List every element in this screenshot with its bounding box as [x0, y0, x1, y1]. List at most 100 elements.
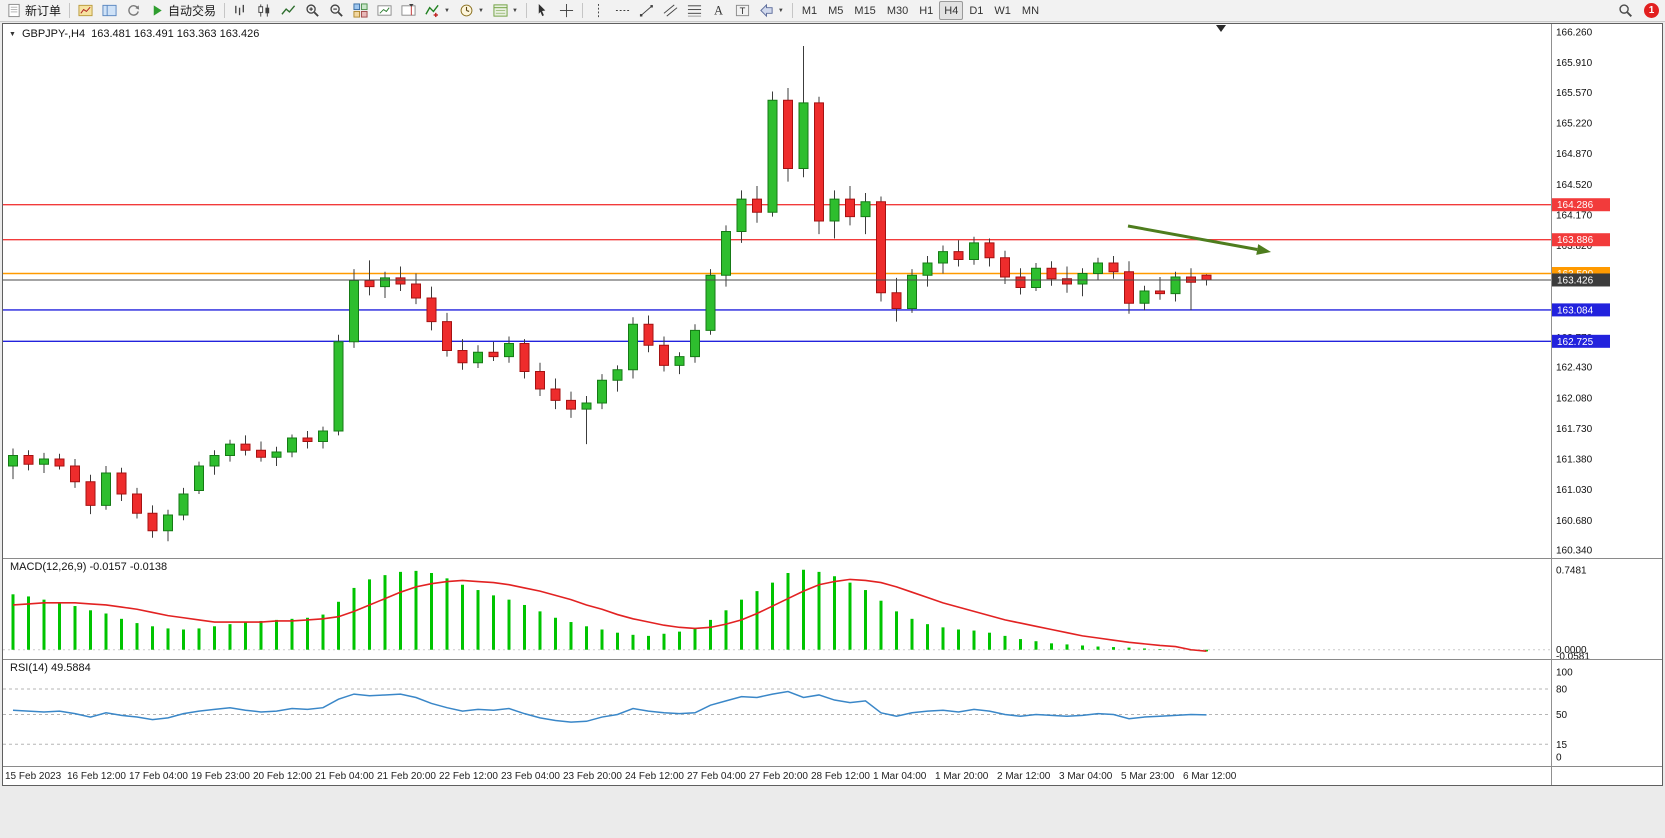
bars-icon — [233, 3, 248, 18]
timeframe-w1-button[interactable]: W1 — [989, 1, 1016, 20]
svg-text:A: A — [714, 4, 723, 18]
rsi-panel[interactable]: 100 80 50 15 0 — [3, 659, 1662, 766]
shift-marker-icon[interactable] — [1216, 25, 1226, 32]
profiles-button[interactable] — [98, 1, 121, 20]
clock-icon — [459, 3, 474, 18]
vline-icon — [591, 3, 606, 18]
search-button[interactable] — [1614, 1, 1637, 20]
svg-text:15: 15 — [1556, 740, 1568, 751]
price-badge-163.886: 163.886 — [1552, 233, 1610, 247]
caret-down-icon: ▼ — [777, 7, 784, 14]
price-badge-163.084: 163.084 — [1552, 303, 1610, 317]
horizontal-line-button[interactable] — [611, 1, 634, 20]
svg-text:162.080: 162.080 — [1556, 393, 1593, 404]
macd-signal-line — [12, 578, 1207, 653]
svg-text:16 Feb 12:00: 16 Feb 12:00 — [67, 771, 126, 782]
annotation-arrow[interactable] — [1127, 224, 1271, 255]
svg-text:3 Mar 04:00: 3 Mar 04:00 — [1059, 771, 1113, 782]
shapes-icon — [759, 3, 774, 18]
toolbar-separator — [224, 3, 226, 18]
svg-text:162.430: 162.430 — [1556, 363, 1593, 374]
price-axis-labels: 166.260 165.910 165.570 165.220 164.870 164.5… — [1556, 28, 1593, 557]
autotrade-button[interactable]: 自动交易 — [146, 1, 220, 20]
indicators-button[interactable]: ▼ — [421, 1, 454, 20]
zoom-in-button[interactable] — [301, 1, 324, 20]
vertical-line-button[interactable] — [587, 1, 610, 20]
fibonacci-button[interactable] — [683, 1, 706, 20]
date-axis-labels: 15 Feb 2023 16 Feb 12:00 17 Feb 04:00 19 Fe… — [5, 771, 1237, 782]
rsi-level-lines: 100 80 50 15 0 — [3, 668, 1573, 764]
svg-text:160.680: 160.680 — [1556, 516, 1593, 527]
caret-down-icon: ▼ — [444, 7, 450, 14]
fibo-icon — [687, 3, 702, 18]
svg-text:100: 100 — [1556, 668, 1573, 679]
cursor-button[interactable] — [531, 1, 554, 20]
timeframe-m1-button[interactable]: M1 — [797, 1, 822, 20]
svg-text:19 Feb 23:00: 19 Feb 23:00 — [191, 771, 250, 782]
svg-text:163.820: 163.820 — [1556, 241, 1593, 252]
new-order-button[interactable]: 新订单 — [3, 1, 65, 20]
crosshair-button[interactable] — [555, 1, 578, 20]
chart-window[interactable]: 166.260 165.910 165.570 165.220 164.870 164.5… — [2, 23, 1663, 786]
text-button[interactable]: A — [707, 1, 730, 20]
bar-chart-button[interactable] — [229, 1, 252, 20]
toolbar-separator — [581, 3, 583, 18]
svg-text:28 Feb 12:00: 28 Feb 12:00 — [811, 771, 870, 782]
rsi-line — [12, 690, 1207, 723]
zoom-out-icon — [329, 3, 344, 18]
chart-sheet-icon — [78, 3, 93, 18]
svg-text:161.380: 161.380 — [1556, 455, 1593, 466]
refresh-button[interactable] — [122, 1, 145, 20]
macd-histogram — [11, 569, 1208, 652]
svg-text:163.426: 163.426 — [1557, 275, 1594, 286]
svg-text:27 Feb 20:00: 27 Feb 20:00 — [749, 771, 808, 782]
timeframe-mn-button[interactable]: MN — [1017, 1, 1044, 20]
trendline-button[interactable] — [635, 1, 658, 20]
timeframe-h1-button[interactable]: H1 — [914, 1, 938, 20]
svg-text:165.910: 165.910 — [1556, 58, 1593, 69]
chart-shift-button[interactable] — [397, 1, 420, 20]
toolbar-separator — [69, 3, 71, 18]
channel-button[interactable] — [659, 1, 682, 20]
macd-panel[interactable]: 0.7481 0.0000-0.0581 — [3, 558, 1662, 659]
timeframe-d1-button[interactable]: D1 — [964, 1, 988, 20]
main-chart[interactable]: 166.260 165.910 165.570 165.220 164.870 164.5… — [3, 24, 1662, 558]
svg-text:161.730: 161.730 — [1556, 424, 1593, 435]
timeframe-m5-button[interactable]: M5 — [823, 1, 848, 20]
label-button[interactable]: T — [731, 1, 754, 20]
candles-icon — [257, 3, 272, 18]
svg-text:163.084: 163.084 — [1557, 305, 1594, 316]
templates-button[interactable]: ▼ — [489, 1, 522, 20]
auto-scroll-button[interactable] — [373, 1, 396, 20]
hline-icon — [615, 3, 630, 18]
svg-text:164.286: 164.286 — [1557, 200, 1594, 211]
timeframe-m15-button[interactable]: M15 — [849, 1, 880, 20]
periods-button[interactable]: ▼ — [455, 1, 488, 20]
template-icon — [493, 3, 508, 18]
tile-windows-button[interactable] — [349, 1, 372, 20]
zoom-out-button[interactable] — [325, 1, 348, 20]
trend-icon — [639, 3, 654, 18]
date-axis: 15 Feb 2023 16 Feb 12:00 17 Feb 04:00 19 Fe… — [3, 766, 1662, 785]
svg-text:164.520: 164.520 — [1556, 180, 1593, 191]
search-icon — [1618, 3, 1633, 18]
notification-badge[interactable]: 1 — [1644, 3, 1659, 18]
labelT-icon: T — [735, 3, 750, 18]
line-chart-button[interactable] — [277, 1, 300, 20]
grid-icon — [353, 3, 368, 18]
candles-layer — [8, 46, 1212, 542]
svg-text:165.570: 165.570 — [1556, 88, 1593, 99]
play-icon — [150, 3, 165, 18]
svg-text:0.7481: 0.7481 — [1556, 566, 1587, 577]
svg-text:163.886: 163.886 — [1557, 235, 1594, 246]
cursor-icon — [535, 3, 550, 18]
bid-price-badge: 163.426 — [1552, 273, 1610, 287]
svg-text:20 Feb 12:00: 20 Feb 12:00 — [253, 771, 312, 782]
shapes-button[interactable]: ▼ — [755, 1, 788, 20]
timeframe-h4-button[interactable]: H4 — [939, 1, 964, 20]
candlestick-button[interactable] — [253, 1, 276, 20]
timeframe-m30-button[interactable]: M30 — [882, 1, 913, 20]
new-chart-button[interactable] — [74, 1, 97, 20]
new-order-icon — [7, 3, 22, 18]
svg-text:162.725: 162.725 — [1557, 337, 1594, 348]
